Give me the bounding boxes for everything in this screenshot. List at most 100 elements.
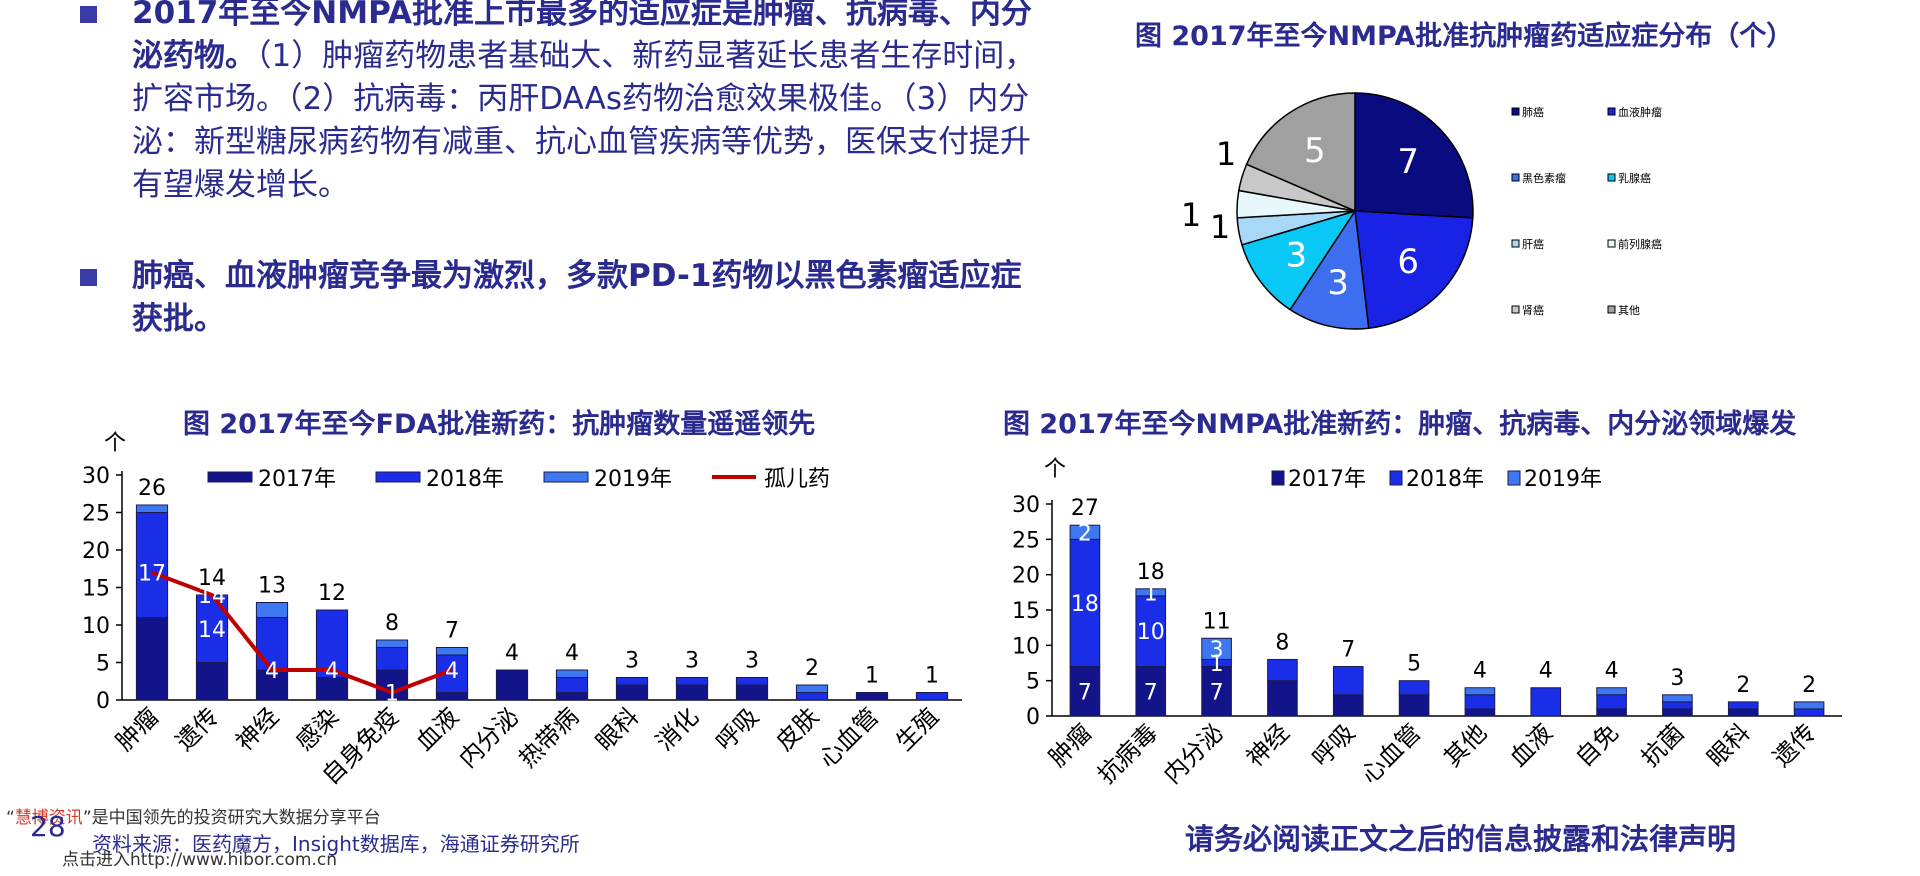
bar-segment: [795, 692, 829, 701]
x-tick-label: 神经: [1241, 718, 1295, 772]
legend-swatch: [1511, 305, 1520, 314]
bar-segment: [315, 609, 349, 678]
legend-swatch: [1511, 173, 1520, 182]
bar-total-label: 8: [385, 611, 399, 636]
bar-inline-label: 14: [198, 618, 226, 643]
bullet-square-icon: [80, 6, 97, 23]
bar-segment: [1135, 666, 1167, 717]
bar-segment: [1727, 701, 1759, 710]
legend-swatch: [375, 471, 421, 483]
bar-segment: [1727, 708, 1759, 717]
legend-label: 其他: [1618, 304, 1640, 317]
bar-total-label: 4: [565, 641, 579, 666]
bar-segment: [1793, 701, 1825, 710]
bar-segment: [1662, 708, 1693, 717]
legend-label: 乳腺癌: [1618, 171, 1651, 185]
bar-segment: [555, 677, 589, 693]
bar-segment: [1596, 694, 1627, 710]
y-tick-label: 10: [1012, 634, 1040, 659]
legend-label: 2018年: [426, 467, 504, 492]
bar-segment: [1267, 680, 1298, 717]
footer-link[interactable]: 点击进入http://www.hibor.com.cn: [62, 850, 337, 870]
bar-segment: [375, 669, 409, 701]
footer-brand[interactable]: 慧博资讯: [14, 808, 83, 828]
bar-segment: [1135, 588, 1167, 597]
bar-total-label: 1: [925, 664, 939, 689]
orphan-drug-line: [151, 570, 453, 695]
bar-segment: [1662, 694, 1693, 703]
bar-total-label: 7: [1341, 638, 1355, 663]
bar-segment: [1267, 658, 1298, 682]
pie-slice: [1241, 209, 1357, 311]
bar-total-label: 5: [1407, 652, 1421, 677]
bar-segment: [1662, 701, 1693, 710]
x-tick-label: 其他: [1438, 718, 1492, 772]
bar-segment: [135, 617, 169, 701]
x-tick-label: 神经: [231, 702, 285, 756]
bar-total-label: 4: [505, 641, 519, 666]
bar-inline-label: 18: [1071, 592, 1099, 617]
legend-label: 肺癌: [1522, 105, 1544, 119]
legend-label: 肾癌: [1522, 303, 1544, 317]
x-tick-label: 血液: [411, 702, 465, 756]
bar-segment: [1135, 595, 1167, 668]
pie-slice-label: 1: [1216, 135, 1236, 173]
summary-text: 2017年至今NMPA批准上市最多的适应症是肿瘤、抗病毒、内分泌药物。（1）肿瘤…: [80, 0, 1040, 341]
bar-inline-label: 10: [1137, 620, 1165, 645]
x-tick-label: 内分泌: [454, 702, 525, 773]
bar-segment: [255, 617, 289, 671]
legend-swatch: [1607, 305, 1616, 314]
y-tick-label: 5: [1026, 670, 1040, 695]
y-tick-label: 0: [96, 689, 110, 714]
bullet-1-bold: 2017年至今NMPA批准上市最多的适应症是肿瘤、抗病毒、内分泌药物。: [132, 0, 1032, 74]
nmpa-bar-chart: 051015202530个27肿瘤18抗病毒11内分泌8神经7呼吸5心血管4其他…: [1012, 457, 1842, 789]
bar-segment: [1793, 708, 1825, 717]
x-tick-label: 遗传: [1768, 718, 1822, 772]
bar-segment: [135, 504, 169, 513]
bar-segment: [135, 512, 169, 618]
y-tick-label: 30: [82, 464, 110, 489]
y-axis-label: 个: [104, 431, 126, 456]
y-tick-label: 5: [96, 652, 110, 677]
legend-label: 2018年: [1406, 467, 1484, 492]
bar-segment: [1596, 687, 1627, 696]
bar-total-label: 3: [625, 649, 639, 674]
x-tick-label: 心血管: [1356, 718, 1427, 789]
bar-segment: [1464, 687, 1496, 696]
bar-segment: [375, 639, 409, 648]
pie-slice: [1354, 210, 1474, 330]
bar-segment: [1398, 694, 1430, 717]
orphan-drug-point-label: 4: [445, 659, 459, 684]
bar-total-label: 3: [1670, 666, 1684, 691]
bar-segment: [1069, 538, 1101, 668]
bar-segment: [1464, 694, 1496, 710]
bullet-1-text: （1）肿瘤药物患者基础大、新药显著延长患者生存时间，扩容市场。（2）抗病毒：丙肝…: [132, 38, 1036, 203]
legend-label: 2019年: [594, 467, 672, 492]
bar-segment: [1069, 666, 1101, 717]
disclaimer: 请务必阅读正文之后的信息披露和法律声明: [1185, 822, 1737, 856]
legend-swatch: [207, 471, 253, 483]
orphan-drug-point-label: 14: [198, 584, 226, 609]
x-tick-label: 消化: [651, 702, 705, 756]
y-tick-label: 20: [1012, 564, 1040, 589]
bullet-1: 2017年至今NMPA批准上市最多的适应症是肿瘤、抗病毒、内分泌药物。（1）肿瘤…: [80, 0, 1040, 207]
bar-total-label: 11: [1203, 609, 1231, 634]
x-tick-label: 呼吸: [1307, 718, 1361, 772]
bar-total-label: 2: [805, 656, 819, 681]
bar-segment: [255, 669, 289, 701]
bar-total-label: 7: [445, 619, 459, 644]
fda-chart-title: 图 2017年至今FDA批准新药：抗肿瘤数量遥遥领先: [183, 409, 816, 440]
bar-segment: [1596, 708, 1627, 717]
bar-segment: [555, 692, 589, 701]
orphan-drug-point-label: 1: [385, 682, 399, 707]
bar-segment: [735, 684, 769, 701]
legend-label: 黑色素瘤: [1522, 171, 1566, 185]
bar-total-label: 12: [318, 581, 346, 606]
x-tick-label: 抗菌: [1636, 718, 1690, 772]
bar-segment: [255, 602, 289, 618]
legend-swatch: [1511, 107, 1520, 116]
x-tick-label: 生殖: [891, 702, 945, 756]
x-tick-label: 肿瘤: [1043, 718, 1097, 772]
legend-label: 血液肿瘤: [1618, 105, 1662, 119]
pie-slice-label: 7: [1397, 142, 1419, 182]
